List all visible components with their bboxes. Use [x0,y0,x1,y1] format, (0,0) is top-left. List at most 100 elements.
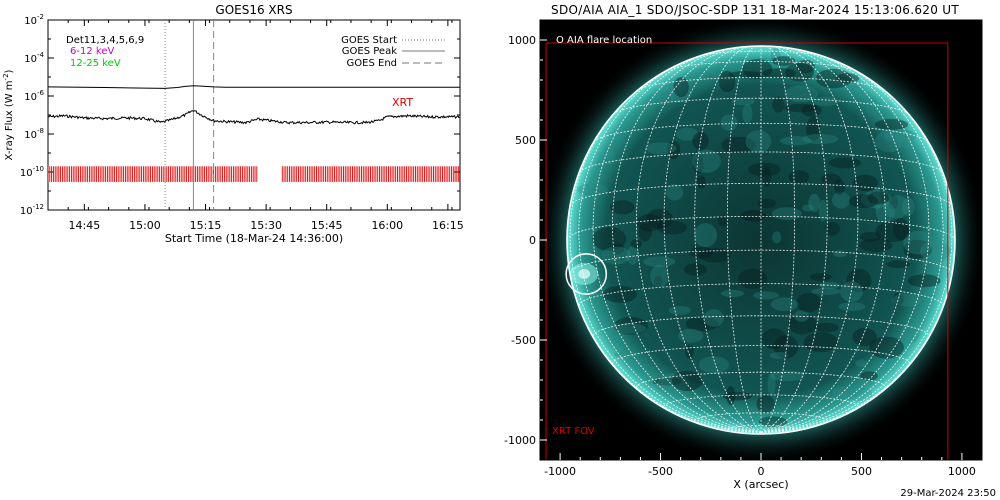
dark-region [836,73,860,84]
legend-goes-start: GOES Start [341,35,397,46]
dark-region [796,59,815,74]
bright-region [731,97,755,106]
dark-region [815,68,852,89]
bright-region [770,297,799,312]
goes-series [48,85,460,125]
bright-region [883,195,910,219]
bright-region [811,96,839,107]
bright-region [601,246,632,265]
dark-region [742,59,773,79]
goes-long-channel-line [48,85,460,89]
longitude-line [569,81,762,433]
dark-region [728,71,763,79]
goes-x-axis-title: Start Time (18-Mar-24 14:36:00) [165,232,343,245]
dark-region [756,395,775,413]
y-tick-label: 10-10 [20,165,44,179]
goes-plot-area [48,20,460,210]
aia-flare-legend: O AIA flare location [556,35,652,46]
goes-y-axis-title-close: ) [4,69,15,73]
aia-image-area: O AIA flare location XRT FOV [540,20,982,460]
bright-region [769,352,789,359]
goes-title: GOES16 XRS [215,3,292,17]
longitude-line [663,46,762,433]
dark-region [613,317,649,335]
goes-x-axis: 14:45 15:00 15:15 15:30 15:45 16:00 16:15 [47,20,464,232]
bright-region [743,417,758,428]
longitude-line [726,45,762,433]
dark-region [602,285,637,303]
bright-region [676,127,699,141]
bright-region [666,184,684,201]
dark-region [869,336,904,359]
bright-region [872,187,882,210]
dark-region [825,222,840,236]
bright-region [668,306,691,315]
solar-disk [567,46,955,434]
bright-region [692,149,721,173]
bright-region [703,309,724,327]
bright-region [900,323,920,344]
dark-region [834,179,846,195]
dark-region [748,162,781,177]
bright-region [818,199,828,222]
aia-x-tick-label: 0 [758,465,765,478]
bright-region [753,291,779,300]
dark-region [657,220,687,235]
bright-region [840,281,863,303]
dark-region [888,194,898,210]
goes-event-lines [164,20,215,210]
bright-region [626,246,639,265]
bright-region [611,323,646,334]
y-tick-label: 10-4 [24,51,44,65]
dark-region [740,210,767,222]
latitude-line [613,97,909,115]
x-tick-label: 16:15 [432,219,464,232]
dark-region [630,239,643,249]
goes-y-axis-title: X-ray Flux (W m-2) [2,69,15,160]
dark-region [852,174,878,192]
longitude-line [592,50,762,433]
goes-y-axis: 10-2 10-4 10-6 10-8 10-10 10-12 [20,13,460,217]
bright-region [808,193,821,213]
dark-region [757,198,776,209]
bright-region [802,133,839,145]
latitude-line [698,50,824,57]
aia-x-tick-label: -1000 [544,465,576,478]
dark-region [612,243,625,255]
dark-region [806,116,821,141]
bright-region [678,328,704,343]
dark-region [762,328,786,349]
bright-region [658,94,667,102]
longitude-line [635,46,762,433]
dark-region [814,322,839,333]
aia-y-tick-label: 0 [529,234,536,247]
dark-region [738,268,768,289]
x-tick-label: 14:45 [69,219,101,232]
bright-region [742,103,753,124]
latitude-line [566,216,956,241]
bright-region [844,387,873,401]
legend-goes-end: GOES End [347,58,397,69]
solar-texture [570,46,951,428]
dark-region [852,327,877,347]
bright-region [896,123,905,148]
bright-region [892,293,923,307]
heliographic-grid [566,45,956,433]
dark-region [726,386,736,406]
xrt-label: XRT [392,96,413,109]
aia-x-tick-label: -500 [648,465,673,478]
aia-image-panel: SDO/AIA AIA_1 SDO/JSOC-SDP 131 18-Mar-20… [504,3,983,491]
bright-region [833,250,847,258]
bright-region [838,302,866,311]
dark-region [718,70,736,93]
bright-region [721,289,744,298]
longitude-line [760,81,953,433]
dark-region [696,175,706,189]
bright-region [643,256,676,268]
longitude-line [760,50,930,433]
dark-region [785,62,814,82]
dark-region [762,68,797,79]
dark-region [652,377,682,386]
bright-region [902,197,915,217]
